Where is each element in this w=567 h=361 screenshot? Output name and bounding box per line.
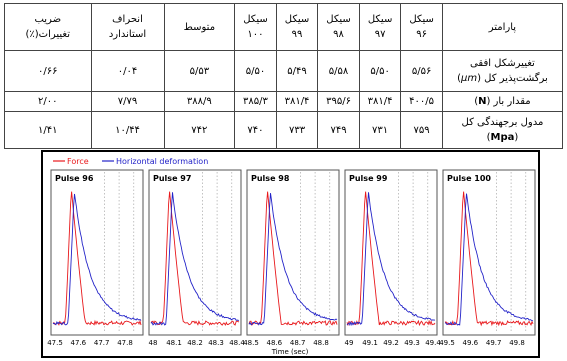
table-cell: ۳۸۸/۹	[163, 91, 236, 112]
table-cell: ۵/۵۰	[358, 50, 402, 92]
table-cell: ۷۴۹	[317, 111, 360, 149]
header-mean: متوسط	[163, 3, 236, 51]
panel-frame	[442, 169, 536, 336]
table-row: مقدار بار (N) ۴۰۰/۵ ۳۸۱/۴ ۳۹۵/۶ ۳۸۱/۴ ۳۸…	[4, 91, 564, 112]
table-cell: ۳۸۱/۴	[275, 91, 319, 112]
row-param-modulus: مدول برجهندگی کل (Mpa)	[441, 111, 564, 149]
panel-title: Pulse 100	[447, 174, 491, 183]
panel-title: Pulse 97	[153, 174, 191, 183]
table-cell: ۵/۵۳	[163, 50, 236, 92]
legend-force-label: Force	[67, 157, 89, 166]
x-tick-label: 47.5	[47, 339, 63, 347]
x-tick-label: 49.8	[509, 339, 525, 347]
pulse-chart-svg: Force Horizontal deformation Pulse 96 47.…	[47, 157, 536, 356]
x-tick-label: 48	[149, 339, 158, 347]
table-cell: ۵/۵۰	[234, 50, 277, 92]
table-cell: ۱۰/۴۴	[90, 111, 165, 149]
x-tick-label: 48.6	[267, 339, 283, 347]
x-tick-label: 48.7	[290, 339, 306, 347]
pulse-chart: Force Horizontal deformation Pulse 96 47.…	[41, 150, 540, 358]
panel-title: Pulse 98	[251, 174, 290, 183]
header-cycle-99: سیکل ۹۹	[275, 3, 319, 51]
table-cell: ۷۳۳	[275, 111, 319, 149]
legend-deformation-label: Horizontal deformation	[116, 157, 208, 166]
table-cell: ۵/۴۹	[275, 50, 319, 92]
table-cell: ۰/۶۶	[4, 50, 92, 92]
table-cell: ۷۴۲	[163, 111, 236, 149]
deformation-series-line	[248, 193, 338, 326]
x-tick-label: 48.2	[187, 339, 203, 347]
header-cycle-100: سیکل ۱۰۰	[234, 3, 277, 51]
table-cell: ۳۸۱/۴	[358, 91, 402, 112]
table-row: مدول برجهندگی کل (Mpa) ۷۵۹ ۷۳۱ ۷۴۹ ۷۳۳ ۷…	[4, 111, 564, 149]
deformation-series-line	[444, 193, 533, 326]
deformation-series-line	[52, 193, 142, 326]
deformation-series-line	[150, 192, 240, 326]
table-row: تغییرشکل افقی برگشت‌پذیر کل (μm) ۵/۵۶ ۵/…	[4, 50, 564, 92]
table-cell: ۵/۵۸	[317, 50, 360, 92]
x-tick-label: 48.4	[229, 339, 245, 347]
x-tick-label: 49.2	[383, 339, 399, 347]
panel-frame	[344, 169, 438, 336]
table-cell: ۰/۰۴	[90, 50, 165, 92]
x-tick-label: 47.7	[94, 339, 110, 347]
force-series-line	[248, 191, 338, 327]
x-tick-label: 47.6	[71, 339, 87, 347]
table-cell: ۳۹۵/۶	[317, 91, 360, 112]
table-cell: ۴۰۰/۵	[400, 91, 443, 112]
x-tick-label: 49.3	[404, 339, 420, 347]
x-tick-label: 49.6	[463, 339, 479, 347]
pulse-panels: Pulse 96 47.5 47.6 47.7 47.8 Pulse 97 48 48.1 48…	[47, 169, 536, 347]
deformation-series-line	[346, 192, 436, 327]
header-cycle-96: سیکل ۹۶	[400, 3, 443, 51]
x-axis-label: Time (sec)	[271, 348, 309, 356]
x-tick-label: 49.4	[425, 339, 441, 347]
header-cv: ضریب تغییرات(٪)	[4, 3, 92, 51]
x-tick-label: 48.5	[243, 339, 259, 347]
force-series-line	[444, 191, 534, 327]
table-cell: ۱/۴۱	[4, 111, 92, 149]
header-cycle-98: سیکل ۹۸	[317, 3, 360, 51]
table-cell: ۳۸۵/۳	[234, 91, 277, 112]
panel-frame	[246, 169, 340, 336]
x-tick-label: 48.8	[313, 339, 329, 347]
panel-title: Pulse 99	[349, 174, 388, 183]
force-series-line	[150, 191, 240, 327]
row-param-deformation: تغییرشکل افقی برگشت‌پذیر کل (μm)	[441, 50, 564, 92]
x-tick-label: 49	[345, 339, 354, 347]
table-cell: ۷/۷۹	[90, 91, 165, 112]
panel-frame	[50, 169, 144, 336]
x-tick-label: 48.1	[166, 339, 182, 347]
x-tick-label: 49.1	[362, 339, 378, 347]
x-tick-label: 47.8	[117, 339, 133, 347]
row-param-load: مقدار بار (N)	[441, 91, 564, 112]
table-cell: ۷۴۰	[234, 111, 277, 149]
panel-title: Pulse 96	[55, 174, 94, 183]
force-series-line	[346, 191, 436, 327]
table-cell: ۲/۰۰	[4, 91, 92, 112]
header-param: پارامتر	[441, 3, 564, 51]
force-series-line	[52, 191, 142, 326]
table-cell: ۵/۵۶	[400, 50, 443, 92]
results-table: پارامتر سیکل ۹۶ سیکل ۹۷ سیکل ۹۸ سیکل ۹۹ سیکل…	[4, 3, 564, 149]
x-tick-label: 49.5	[439, 339, 455, 347]
table-cell: ۷۳۱	[358, 111, 402, 149]
x-tick-label: 49.7	[486, 339, 502, 347]
header-std: انحراف استاندارد	[90, 3, 165, 51]
panel-frame	[148, 169, 242, 336]
header-cycle-97: سیکل ۹۷	[358, 3, 402, 51]
table-cell: ۷۵۹	[400, 111, 443, 149]
x-tick-label: 48.3	[208, 339, 224, 347]
table-header-row: پارامتر سیکل ۹۶ سیکل ۹۷ سیکل ۹۸ سیکل ۹۹ سیکل…	[4, 3, 564, 51]
